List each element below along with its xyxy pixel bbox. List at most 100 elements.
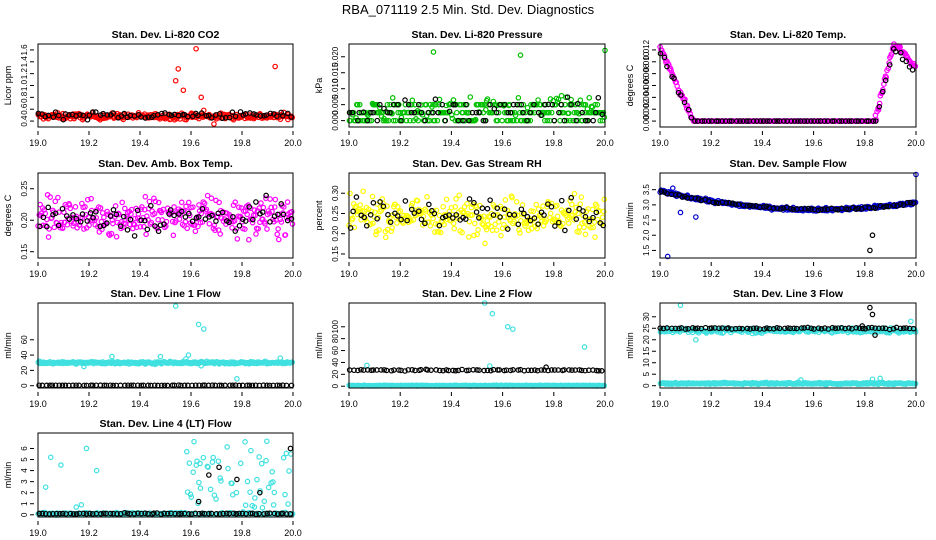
plot-frame (37, 172, 294, 259)
x-tick-label: 19.2 (702, 269, 720, 279)
chart-title: Stan. Dev. Line 1 Flow (110, 288, 221, 300)
data-point (287, 445, 294, 452)
data-point (473, 109, 480, 116)
data-point (195, 112, 201, 119)
data-point (818, 206, 824, 213)
data-point (791, 118, 798, 124)
x-tick-label: 20.0 (596, 138, 614, 148)
data-point (377, 199, 383, 205)
data-point (219, 115, 226, 122)
data-point (398, 117, 404, 124)
data-point (593, 203, 600, 209)
data-point (192, 228, 199, 235)
data-point (535, 206, 542, 212)
x-tick-label: 19.8 (856, 269, 874, 279)
data-point (270, 502, 277, 508)
data-point (198, 110, 205, 116)
data-point (62, 111, 69, 117)
y-tick-label: 25 (642, 323, 651, 332)
x-tick-label: 19.6 (182, 269, 200, 279)
data-point (524, 117, 530, 124)
data-point (677, 209, 684, 216)
data-point (867, 304, 873, 311)
data-point (568, 194, 575, 201)
data-point (589, 206, 596, 213)
data-point (59, 205, 66, 212)
x-tick-label: 20.0 (907, 138, 925, 148)
y-tick-label: 1.6 (20, 44, 29, 56)
data-point (671, 75, 677, 82)
data-point (167, 207, 174, 213)
data-point (576, 110, 582, 117)
data-point (466, 218, 473, 225)
data-point (460, 101, 467, 108)
data-point (576, 229, 582, 235)
data-point (886, 203, 892, 210)
x-tick-label: 19.2 (702, 138, 720, 148)
data-point (677, 302, 684, 309)
data-point (664, 253, 671, 260)
data-point (175, 66, 182, 72)
data-point (693, 336, 699, 343)
data-point (225, 465, 231, 472)
data-point (142, 115, 149, 121)
data-point (73, 215, 80, 222)
data-point (354, 211, 361, 218)
data-point (109, 353, 115, 360)
data-point (172, 303, 179, 309)
data-point (788, 205, 794, 212)
data-point (66, 112, 72, 118)
y-tick-label: 60 (20, 335, 29, 344)
y-tick-label: 100 (331, 320, 340, 334)
data-point (258, 460, 265, 467)
y-tick-label: 0.008 (642, 63, 651, 84)
data-point (360, 188, 366, 195)
data-point (52, 198, 59, 205)
data-point (262, 220, 268, 227)
data-point (253, 199, 259, 205)
data-point (384, 203, 390, 209)
data-point (682, 96, 688, 103)
data-point (116, 211, 122, 218)
data-point (357, 202, 364, 208)
data-point (206, 220, 213, 227)
data-point (886, 62, 893, 68)
data-point (184, 225, 191, 232)
data-point (661, 54, 668, 61)
data-points (346, 188, 608, 247)
y-tick-label: 0.002 (642, 99, 651, 120)
data-point (563, 117, 570, 124)
data-point (466, 196, 473, 202)
y-tick-label: 1.0 (20, 79, 29, 91)
data-point (595, 94, 602, 101)
data-point (543, 217, 550, 223)
data-point (471, 199, 477, 206)
data-point (196, 202, 202, 208)
data-point (200, 454, 207, 461)
data-point (564, 207, 570, 214)
y-axis-label: ml/min (314, 332, 324, 359)
data-point (158, 110, 165, 117)
data-point (142, 217, 148, 224)
data-point (269, 468, 276, 475)
data-point (556, 109, 562, 116)
data-point (453, 109, 460, 116)
data-point (788, 118, 795, 124)
y-tick-label: 3.0 (642, 199, 651, 211)
data-point (405, 101, 412, 108)
data-point (479, 220, 485, 227)
data-point (900, 202, 907, 209)
y-tick-label: 20 (331, 369, 340, 378)
y-tick-label: 0.006 (642, 75, 651, 96)
data-point (346, 109, 353, 116)
data-point (473, 209, 480, 215)
data-point (239, 218, 245, 225)
data-point (183, 203, 189, 210)
y-tick-label: 40 (331, 357, 340, 366)
data-point (234, 236, 241, 242)
y-tick-label: 3.5 (642, 184, 651, 196)
data-point (58, 462, 64, 468)
data-point (101, 214, 107, 221)
data-point (431, 210, 438, 217)
data-point (64, 221, 71, 228)
